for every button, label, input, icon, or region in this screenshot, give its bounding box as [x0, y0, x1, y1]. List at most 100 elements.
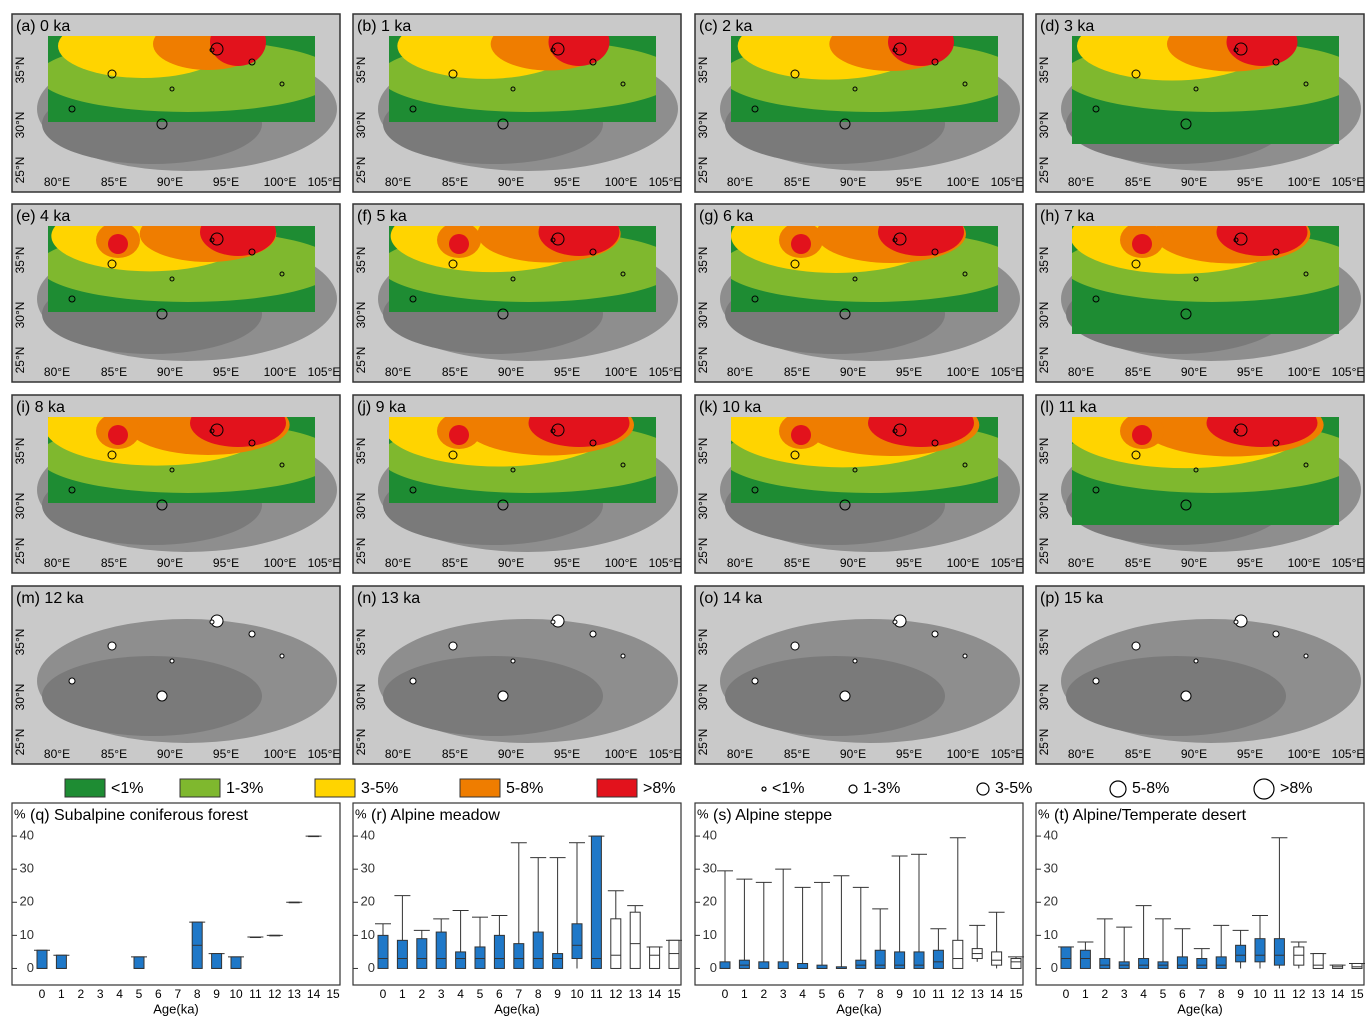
x-tick-label: 105°E [649, 747, 682, 761]
x-tick-label: 85°E [784, 365, 810, 379]
y-tick-label: 30 [1044, 861, 1058, 876]
x-tick-label: 3 [780, 987, 787, 1001]
legend-circle [1254, 779, 1274, 799]
site [752, 678, 758, 684]
panel-title: (b) 1 ka [357, 18, 411, 35]
box [630, 912, 640, 968]
x-tick-label: 80°E [385, 365, 411, 379]
box [1216, 957, 1226, 969]
x-tick-label: 80°E [1068, 365, 1094, 379]
x-tick-label: 14 [990, 987, 1004, 1001]
box [611, 919, 621, 969]
site [170, 659, 174, 663]
site [1234, 620, 1238, 624]
panel-title: (c) 2 ka [699, 18, 752, 35]
y-tick-label: 25°N [354, 538, 368, 565]
box [953, 940, 963, 968]
x-axis-label: Age(ka) [1177, 1001, 1223, 1016]
x-tick-label: 100°E [605, 175, 638, 189]
box [669, 940, 679, 968]
y-tick-label: 35°N [13, 247, 27, 274]
x-tick-label: 105°E [1332, 747, 1365, 761]
box [895, 952, 905, 969]
x-tick-label: 7 [857, 987, 864, 1001]
x-tick-label: 1 [399, 987, 406, 1001]
x-tick-label: 80°E [1068, 175, 1094, 189]
y-tick-label: 30°N [354, 684, 368, 711]
legend-label: <1% [111, 780, 143, 797]
x-tick-label: 8 [1218, 987, 1225, 1001]
box [1139, 959, 1149, 969]
site [963, 654, 967, 658]
x-tick-label: 12 [268, 987, 282, 1001]
y-tick-label: 30°N [696, 112, 710, 139]
box [572, 924, 582, 959]
x-tick-label: 3 [1121, 987, 1128, 1001]
x-tick-label: 95°E [554, 175, 580, 189]
y-tick-label: 30 [361, 861, 375, 876]
x-tick-label: 80°E [385, 556, 411, 570]
x-tick-label: 105°E [1332, 556, 1365, 570]
site [210, 620, 214, 624]
x-tick-label: 90°E [157, 175, 183, 189]
y-tick-label: 30°N [13, 493, 27, 520]
y-tick-label: 25°N [696, 538, 710, 565]
y-tick-label: 25°N [354, 157, 368, 184]
box [417, 939, 427, 969]
plateau [1066, 656, 1286, 736]
x-tick-label: 95°E [213, 175, 239, 189]
x-tick-label: 105°E [649, 365, 682, 379]
y-tick-label: 20 [1044, 894, 1058, 909]
x-tick-label: 4 [116, 987, 123, 1001]
legend-label: <1% [772, 780, 804, 797]
x-tick-label: 9 [554, 987, 561, 1001]
x-tick-label: 0 [1063, 987, 1070, 1001]
x-tick-label: 85°E [1125, 175, 1151, 189]
y-tick-label: 0 [368, 960, 375, 975]
site [621, 654, 625, 658]
y-tick-label: 30°N [13, 112, 27, 139]
zone [791, 234, 811, 254]
box [1061, 947, 1071, 969]
box [759, 962, 769, 969]
site [840, 691, 850, 701]
x-tick-label: 95°E [554, 556, 580, 570]
x-tick-label: 85°E [442, 365, 468, 379]
y-tick-label: 40 [20, 828, 34, 843]
panel-title: (l) 11 ka [1040, 399, 1097, 416]
x-tick-label: 105°E [991, 747, 1024, 761]
panel-title: (d) 3 ka [1040, 18, 1094, 35]
x-tick-label: 95°E [1237, 747, 1263, 761]
box [37, 950, 47, 968]
zone [791, 425, 811, 445]
x-tick-label: 105°E [649, 556, 682, 570]
y-tick-label: 25°N [13, 157, 27, 184]
box [494, 935, 504, 968]
x-tick-label: 90°E [498, 556, 524, 570]
x-tick-label: 105°E [1332, 365, 1365, 379]
legend-swatch [65, 779, 105, 797]
x-tick-label: 100°E [947, 556, 980, 570]
x-tick-label: 85°E [101, 747, 127, 761]
y-tick-label: 35°N [1037, 247, 1051, 274]
site [108, 642, 116, 650]
x-tick-label: 100°E [947, 365, 980, 379]
x-tick-label: 2 [1101, 987, 1108, 1001]
box [1255, 939, 1265, 962]
x-tick-label: 7 [515, 987, 522, 1001]
chart-title: (t) Alpine/Temperate desert [1054, 807, 1247, 824]
site [157, 691, 167, 701]
x-tick-label: 4 [457, 987, 464, 1001]
x-tick-label: 95°E [554, 747, 580, 761]
box [933, 950, 943, 968]
box [553, 954, 563, 969]
y-tick-label: 20 [20, 894, 34, 909]
x-tick-label: 0 [39, 987, 46, 1001]
y-tick-label: 35°N [1037, 57, 1051, 84]
site [280, 654, 284, 658]
y-tick-label: 35°N [354, 629, 368, 656]
panel-title: (k) 10 ka [699, 399, 761, 416]
x-tick-label: 90°E [840, 365, 866, 379]
y-unit: % [697, 806, 709, 821]
zone [449, 425, 469, 445]
